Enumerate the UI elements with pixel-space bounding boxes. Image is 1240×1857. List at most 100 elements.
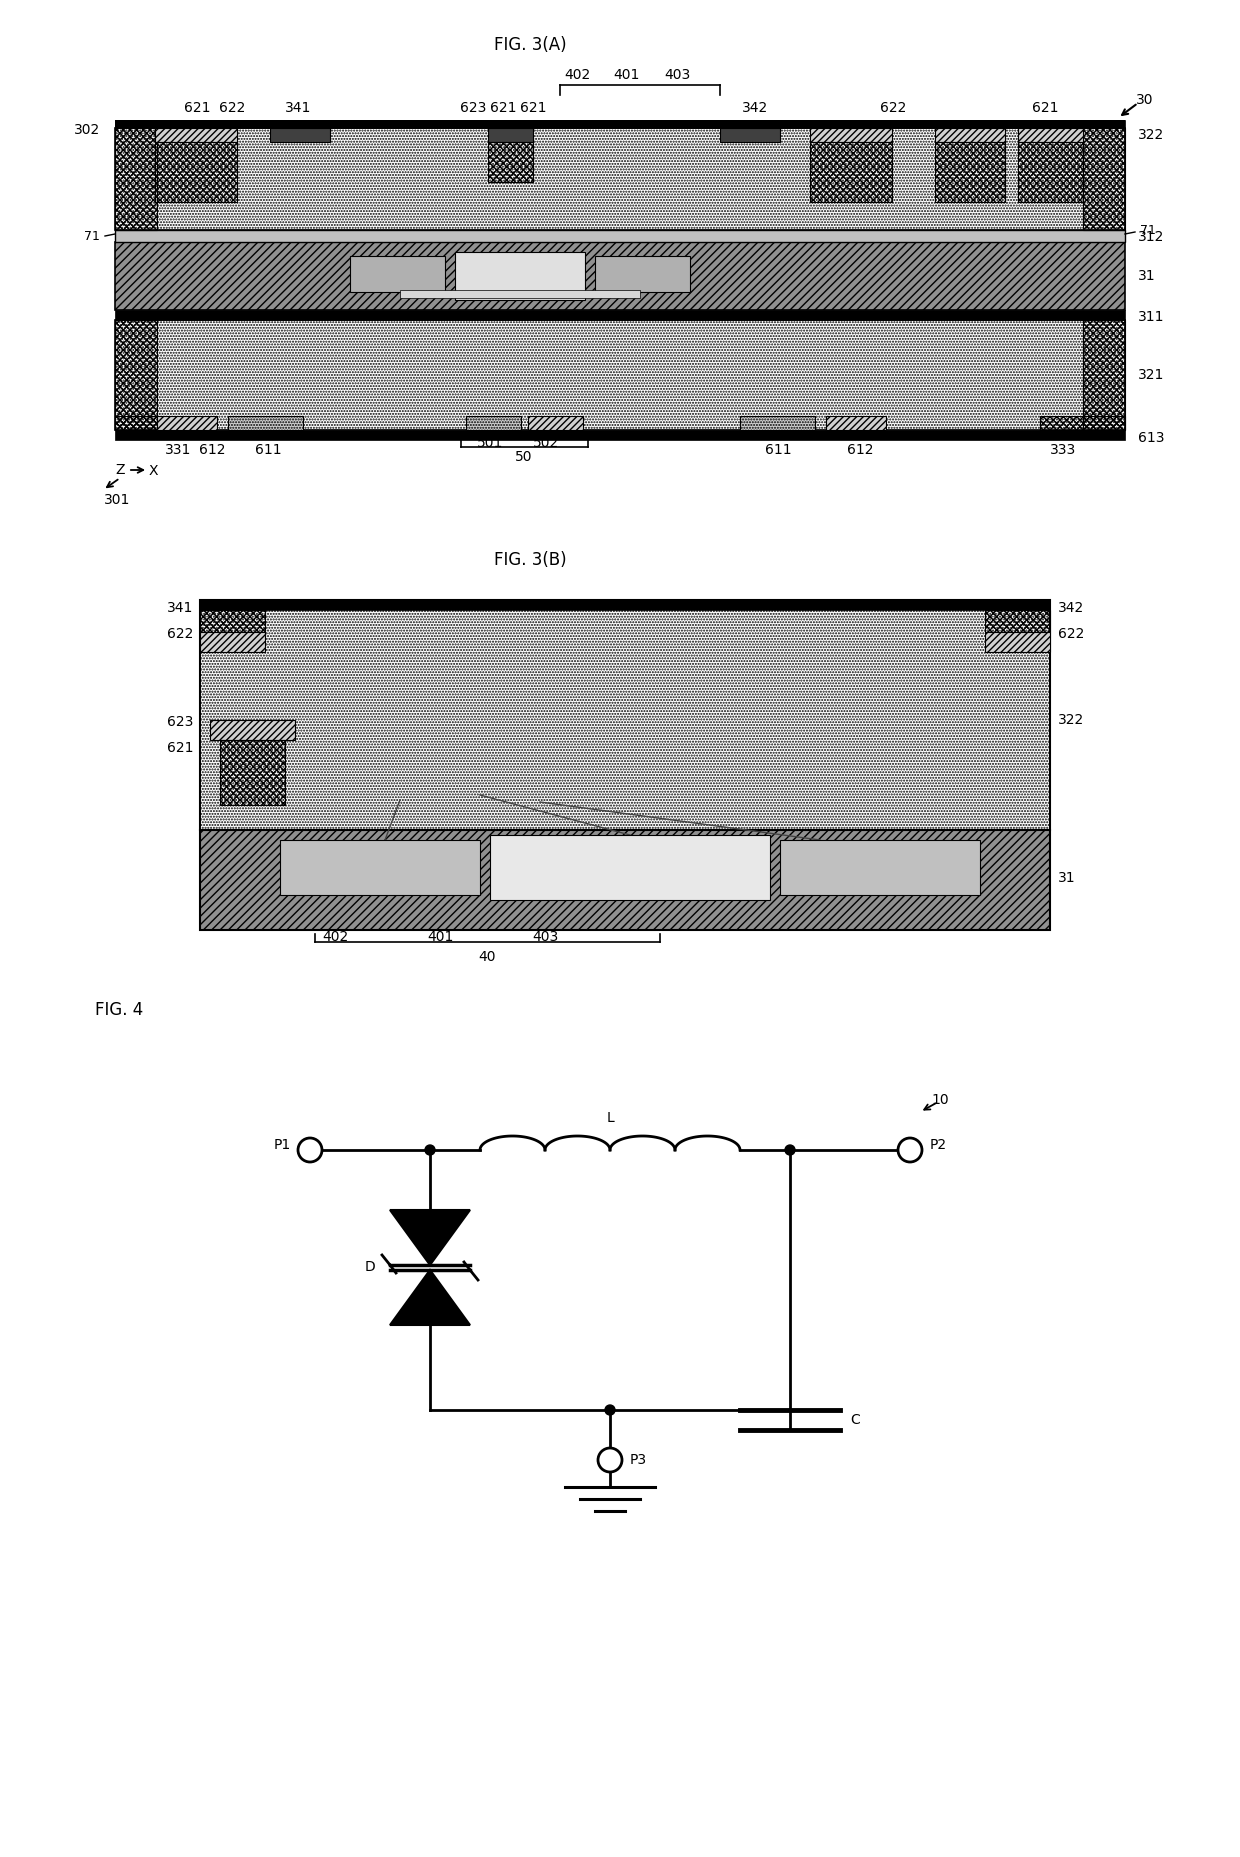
Text: 341: 341 bbox=[166, 602, 193, 615]
Bar bbox=[455, 253, 585, 301]
Text: 621: 621 bbox=[184, 100, 211, 115]
Bar bbox=[219, 739, 285, 804]
Text: 341: 341 bbox=[285, 100, 311, 115]
Bar bbox=[210, 721, 295, 739]
Text: 623: 623 bbox=[166, 715, 193, 730]
Bar bbox=[228, 416, 303, 431]
Text: 40: 40 bbox=[479, 951, 496, 964]
Text: 621: 621 bbox=[520, 100, 547, 115]
Bar bbox=[528, 416, 583, 431]
Bar bbox=[1018, 128, 1083, 141]
Text: 312: 312 bbox=[1138, 230, 1164, 243]
Bar bbox=[595, 256, 689, 292]
Bar bbox=[489, 128, 533, 141]
Bar bbox=[280, 839, 480, 895]
Text: 10: 10 bbox=[931, 1094, 949, 1107]
Bar bbox=[115, 121, 1125, 128]
Text: 622: 622 bbox=[166, 628, 193, 641]
Text: FIG. 3(A): FIG. 3(A) bbox=[494, 35, 567, 54]
Circle shape bbox=[605, 1406, 615, 1415]
Bar bbox=[740, 416, 815, 431]
Bar bbox=[200, 631, 265, 652]
Bar bbox=[115, 416, 157, 431]
Text: 71: 71 bbox=[1140, 223, 1156, 236]
Text: FIG. 3(B): FIG. 3(B) bbox=[494, 552, 567, 568]
Text: P2: P2 bbox=[930, 1138, 946, 1151]
Bar bbox=[810, 128, 892, 141]
Circle shape bbox=[298, 1138, 322, 1162]
Text: 331: 331 bbox=[165, 444, 191, 457]
Bar bbox=[115, 121, 1125, 128]
Bar bbox=[490, 836, 770, 901]
Circle shape bbox=[898, 1138, 923, 1162]
Bar bbox=[157, 416, 217, 431]
Bar bbox=[350, 256, 445, 292]
Text: 31: 31 bbox=[1058, 871, 1075, 886]
Bar bbox=[115, 241, 1125, 310]
Bar bbox=[826, 416, 887, 431]
Bar bbox=[200, 600, 1050, 830]
Text: 30: 30 bbox=[1136, 93, 1153, 108]
Text: 612: 612 bbox=[198, 444, 226, 457]
Text: C: C bbox=[851, 1413, 859, 1426]
Text: 311: 311 bbox=[1138, 310, 1164, 323]
Text: 611: 611 bbox=[254, 444, 281, 457]
Circle shape bbox=[598, 1448, 622, 1473]
Text: P1: P1 bbox=[273, 1138, 290, 1151]
Bar bbox=[200, 609, 265, 631]
Text: 622: 622 bbox=[218, 100, 246, 115]
Bar bbox=[985, 609, 1050, 631]
Bar bbox=[270, 128, 330, 141]
Bar bbox=[155, 128, 237, 141]
Text: 342: 342 bbox=[1058, 602, 1084, 615]
Text: 402: 402 bbox=[564, 69, 590, 82]
Text: 621: 621 bbox=[490, 100, 516, 115]
Bar bbox=[200, 830, 1050, 930]
Text: P3: P3 bbox=[630, 1452, 646, 1467]
Bar bbox=[200, 600, 1050, 609]
Text: 622: 622 bbox=[880, 100, 906, 115]
Bar bbox=[115, 431, 1125, 440]
Text: 302: 302 bbox=[73, 123, 100, 137]
Text: 403: 403 bbox=[663, 69, 691, 82]
Bar bbox=[115, 128, 1125, 230]
Text: 31: 31 bbox=[1138, 269, 1156, 282]
Text: 611: 611 bbox=[765, 444, 791, 457]
Text: 50: 50 bbox=[516, 449, 533, 464]
Bar bbox=[810, 141, 892, 202]
Text: 501: 501 bbox=[477, 436, 503, 449]
Text: 301: 301 bbox=[104, 492, 130, 507]
Text: 622: 622 bbox=[1058, 628, 1084, 641]
Text: Z: Z bbox=[115, 462, 125, 477]
Text: 322: 322 bbox=[1138, 128, 1164, 141]
Text: X: X bbox=[149, 464, 157, 477]
Bar bbox=[489, 141, 533, 182]
Bar bbox=[200, 600, 1050, 609]
Polygon shape bbox=[391, 1270, 470, 1326]
Bar bbox=[115, 319, 1125, 431]
Text: 621: 621 bbox=[1032, 100, 1058, 115]
Bar bbox=[466, 416, 521, 431]
Text: 321: 321 bbox=[1138, 368, 1164, 383]
Text: 322: 322 bbox=[1058, 713, 1084, 726]
Bar bbox=[780, 839, 980, 895]
Polygon shape bbox=[391, 1211, 470, 1265]
Bar bbox=[1083, 128, 1125, 230]
Bar bbox=[1018, 141, 1083, 202]
Text: 71: 71 bbox=[84, 230, 100, 243]
Bar bbox=[115, 319, 157, 431]
Bar bbox=[1040, 416, 1083, 431]
Text: 342: 342 bbox=[742, 100, 768, 115]
Text: L: L bbox=[606, 1110, 614, 1125]
Text: D: D bbox=[365, 1261, 376, 1274]
Text: 401: 401 bbox=[427, 930, 453, 943]
Text: 333: 333 bbox=[1050, 444, 1076, 457]
Bar bbox=[935, 128, 1004, 141]
Bar bbox=[1083, 319, 1125, 431]
Circle shape bbox=[425, 1146, 435, 1155]
Text: 401: 401 bbox=[614, 69, 640, 82]
Text: 621: 621 bbox=[166, 741, 193, 756]
Bar bbox=[401, 290, 640, 297]
Text: FIG. 4: FIG. 4 bbox=[95, 1001, 144, 1019]
Bar bbox=[115, 230, 1125, 241]
